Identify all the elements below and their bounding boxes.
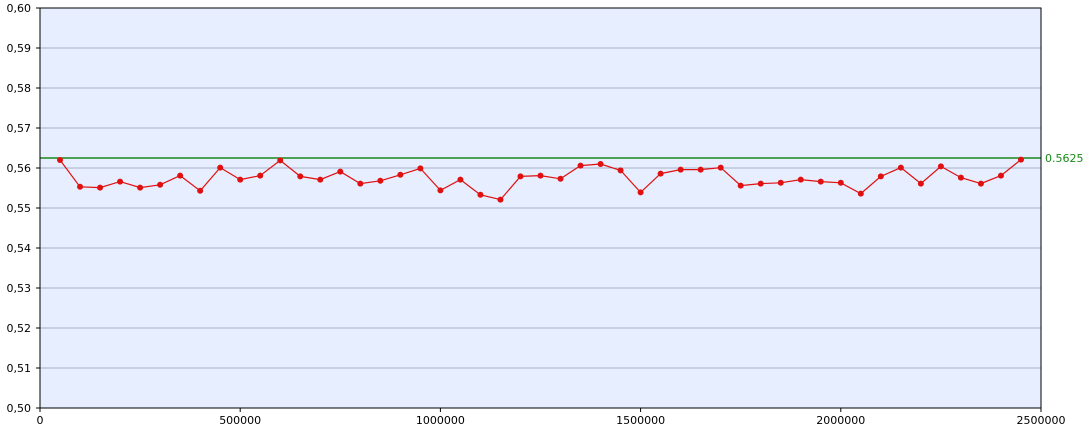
data-point bbox=[797, 176, 804, 183]
y-tick-label: 0,56 bbox=[7, 162, 32, 175]
data-point bbox=[657, 170, 664, 177]
data-point bbox=[917, 180, 924, 187]
data-point bbox=[877, 173, 884, 180]
data-point bbox=[857, 190, 864, 197]
data-point bbox=[537, 172, 544, 179]
x-tick-label: 2500000 bbox=[1017, 414, 1066, 427]
y-tick-label: 0,58 bbox=[7, 82, 32, 95]
y-tick-label: 0,57 bbox=[7, 122, 32, 135]
data-point bbox=[357, 180, 364, 187]
data-point bbox=[637, 189, 644, 196]
data-point bbox=[597, 161, 604, 167]
x-tick-label: 2000000 bbox=[816, 414, 865, 427]
data-point bbox=[937, 163, 944, 170]
data-point bbox=[737, 182, 744, 189]
y-tick-label: 0,59 bbox=[7, 42, 32, 55]
data-point bbox=[617, 167, 624, 174]
data-point bbox=[317, 176, 324, 183]
data-point bbox=[897, 164, 904, 171]
reference-line-label: 0.5625 bbox=[1045, 152, 1084, 165]
y-tick-label: 0,60 bbox=[7, 2, 32, 15]
y-tick-label: 0,55 bbox=[7, 202, 32, 215]
x-tick-label: 0 bbox=[37, 414, 44, 427]
data-point bbox=[77, 183, 84, 190]
y-axis-ticks: 0,50 0,51 0,52 0,53 0,54 0,55 0,56 0,57 0,58 0,59… bbox=[7, 2, 40, 415]
y-tick-label: 0,52 bbox=[7, 322, 32, 335]
data-point bbox=[957, 174, 964, 181]
x-tick-label: 1500000 bbox=[616, 414, 665, 427]
data-point bbox=[717, 164, 724, 171]
data-point bbox=[297, 173, 304, 180]
y-tick-label: 0,54 bbox=[7, 242, 32, 255]
data-point bbox=[237, 176, 244, 183]
x-axis-ticks: 0 500000 1000000 1500000 2000000 2500000 bbox=[37, 408, 1066, 427]
y-tick-label: 0,53 bbox=[7, 282, 32, 295]
data-point bbox=[137, 184, 144, 191]
reference-line-group: 0.5625 bbox=[40, 152, 1084, 165]
data-point bbox=[337, 168, 344, 175]
x-tick-label: 1000000 bbox=[416, 414, 465, 427]
gridlines bbox=[40, 47, 1041, 369]
data-point bbox=[397, 171, 404, 178]
data-point bbox=[457, 176, 464, 183]
y-tick-label: 0,50 bbox=[7, 402, 32, 415]
data-point bbox=[197, 187, 204, 194]
data-point bbox=[257, 172, 264, 179]
series-group bbox=[57, 156, 1024, 203]
data-point bbox=[577, 162, 584, 169]
data-point bbox=[977, 180, 984, 187]
data-point bbox=[837, 179, 844, 186]
data-point bbox=[1017, 156, 1024, 163]
data-point bbox=[997, 172, 1004, 179]
data-point bbox=[777, 179, 784, 186]
data-point bbox=[377, 177, 384, 184]
data-point bbox=[757, 180, 764, 187]
data-point bbox=[157, 181, 164, 188]
data-point bbox=[277, 157, 284, 164]
data-point bbox=[497, 196, 504, 203]
x-tick-label: 500000 bbox=[219, 414, 261, 427]
data-point bbox=[437, 187, 444, 194]
data-point bbox=[677, 166, 684, 173]
data-point bbox=[477, 191, 484, 198]
data-point bbox=[57, 157, 64, 163]
data-point bbox=[817, 178, 824, 185]
data-point bbox=[177, 172, 184, 179]
data-point bbox=[557, 175, 564, 182]
data-point bbox=[97, 184, 104, 191]
y-tick-label: 0,51 bbox=[7, 362, 32, 375]
data-point bbox=[117, 178, 124, 185]
data-point bbox=[517, 173, 524, 180]
data-point bbox=[217, 164, 224, 171]
data-point bbox=[417, 165, 424, 172]
data-point bbox=[697, 166, 704, 173]
